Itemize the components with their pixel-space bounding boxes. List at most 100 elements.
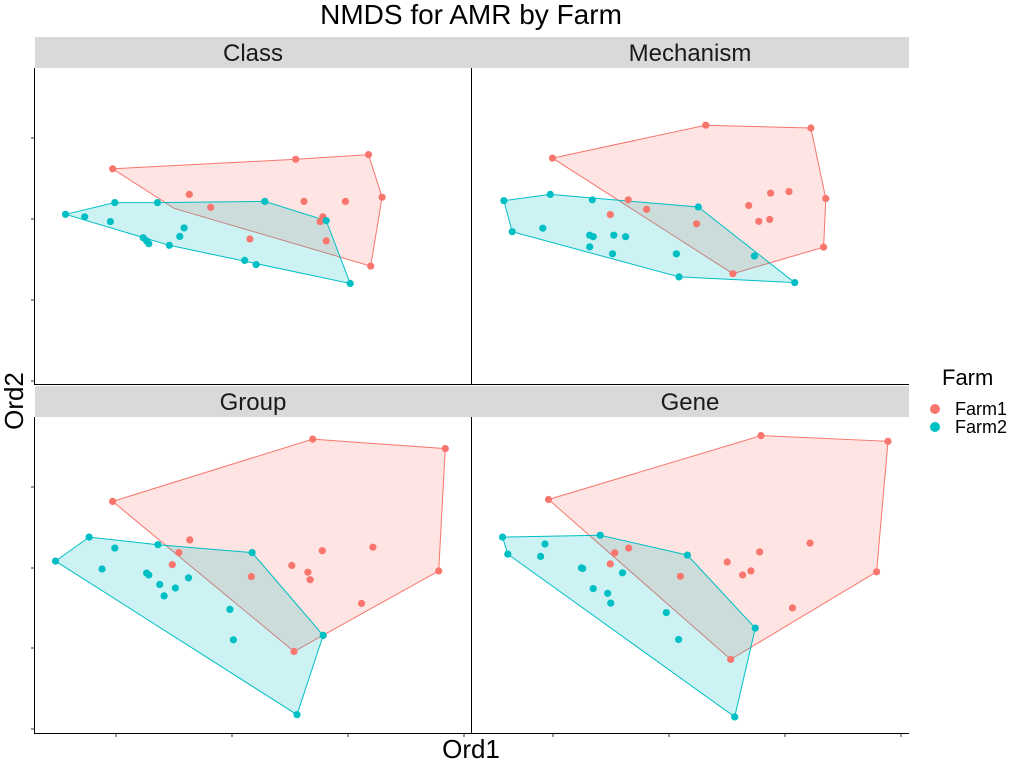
point-farm1: [739, 571, 747, 579]
legend-key-farm2: [930, 422, 940, 432]
point-farm2: [607, 599, 615, 607]
point-farm1: [290, 647, 298, 656]
point-farm2: [293, 711, 301, 719]
point-farm1: [625, 544, 633, 552]
point-farm2: [683, 551, 692, 559]
point-farm2: [176, 232, 184, 240]
point-farm1: [822, 194, 830, 203]
point-farm2: [154, 541, 162, 549]
point-farm1: [306, 576, 314, 584]
facet-plot-area-1: [35, 68, 471, 384]
point-farm1: [788, 604, 797, 612]
point-farm1: [745, 201, 753, 210]
point-farm2: [675, 273, 683, 281]
point-farm2: [85, 533, 93, 541]
point-farm2: [604, 589, 612, 597]
point-farm1: [369, 543, 377, 551]
point-farm1: [364, 151, 373, 159]
point-farm1: [806, 539, 814, 547]
point-farm1: [247, 573, 255, 581]
point-farm2: [81, 213, 89, 221]
facet-panel-4: Gene: [471, 386, 909, 733]
point-farm2: [252, 261, 260, 269]
point-farm2: [672, 250, 681, 258]
point-farm1: [548, 154, 557, 162]
point-farm2: [539, 224, 547, 232]
point-farm1: [727, 655, 735, 664]
point-farm2: [731, 713, 739, 721]
point-farm2: [229, 636, 237, 644]
facet-marks-2: [500, 121, 830, 287]
point-farm1: [676, 572, 685, 580]
point-farm1: [441, 445, 449, 453]
point-farm1: [820, 243, 828, 251]
point-farm1: [702, 121, 710, 129]
point-farm2: [171, 584, 179, 592]
point-farm1: [109, 497, 117, 505]
point-farm2: [145, 240, 153, 248]
point-farm2: [588, 196, 596, 204]
point-farm1: [873, 568, 881, 576]
point-farm2: [504, 550, 512, 558]
point-farm2: [180, 224, 188, 232]
point-farm2: [498, 533, 507, 541]
point-farm1: [288, 561, 296, 570]
point-farm1: [318, 547, 326, 555]
facet-strip-1: [35, 37, 471, 68]
legend-label-farm2: Farm2: [955, 417, 1007, 437]
point-farm2: [156, 580, 164, 589]
point-farm2: [546, 190, 554, 198]
point-farm1: [756, 548, 764, 556]
point-farm2: [322, 217, 330, 225]
axis-lines: [34, 68, 909, 734]
point-farm2: [61, 210, 70, 218]
facet-strip-label-4: Gene: [661, 389, 720, 416]
point-farm2: [596, 531, 604, 539]
legend-key-farm1: [930, 404, 940, 414]
point-farm1: [767, 189, 775, 197]
point-farm1: [785, 188, 793, 196]
point-farm2: [508, 228, 516, 236]
point-farm2: [610, 231, 618, 239]
point-farm1: [643, 205, 651, 213]
point-farm1: [747, 567, 755, 575]
point-farm1: [300, 197, 308, 205]
x-axis-title: Ord1: [442, 734, 500, 764]
point-farm1: [378, 193, 386, 201]
point-farm2: [319, 631, 327, 640]
point-farm2: [589, 585, 597, 593]
point-farm2: [622, 233, 630, 241]
facet-strip-label-1: Class: [223, 40, 283, 67]
point-farm1: [175, 549, 183, 557]
point-farm2: [165, 241, 173, 249]
point-farm2: [160, 592, 168, 600]
facet-marks-4: [498, 432, 892, 721]
point-farm2: [261, 197, 269, 205]
point-farm2: [184, 574, 193, 582]
point-farm1: [435, 567, 443, 575]
point-farm1: [693, 220, 701, 228]
point-farm1: [109, 165, 117, 173]
point-farm2: [608, 250, 617, 258]
point-farm2: [586, 243, 594, 251]
facet-strip-3: [35, 386, 471, 417]
point-farm1: [606, 560, 614, 568]
point-farm1: [611, 549, 619, 557]
point-farm1: [304, 568, 312, 576]
point-farm2: [500, 197, 508, 205]
point-farm1: [246, 235, 254, 243]
point-farm1: [186, 536, 194, 544]
point-farm2: [51, 557, 60, 565]
point-farm1: [322, 237, 330, 245]
hull-farm1: [547, 435, 889, 661]
point-farm1: [367, 262, 375, 270]
legend: Farm Farm1 Farm2: [930, 365, 1007, 437]
point-farm1: [168, 561, 176, 569]
chart-title: NMDS for AMR by Farm: [320, 0, 622, 30]
point-farm2: [579, 564, 587, 573]
facet-strip-label-3: Group: [220, 389, 287, 416]
point-farm2: [106, 218, 114, 226]
point-farm2: [111, 199, 119, 207]
point-farm1: [341, 197, 349, 205]
